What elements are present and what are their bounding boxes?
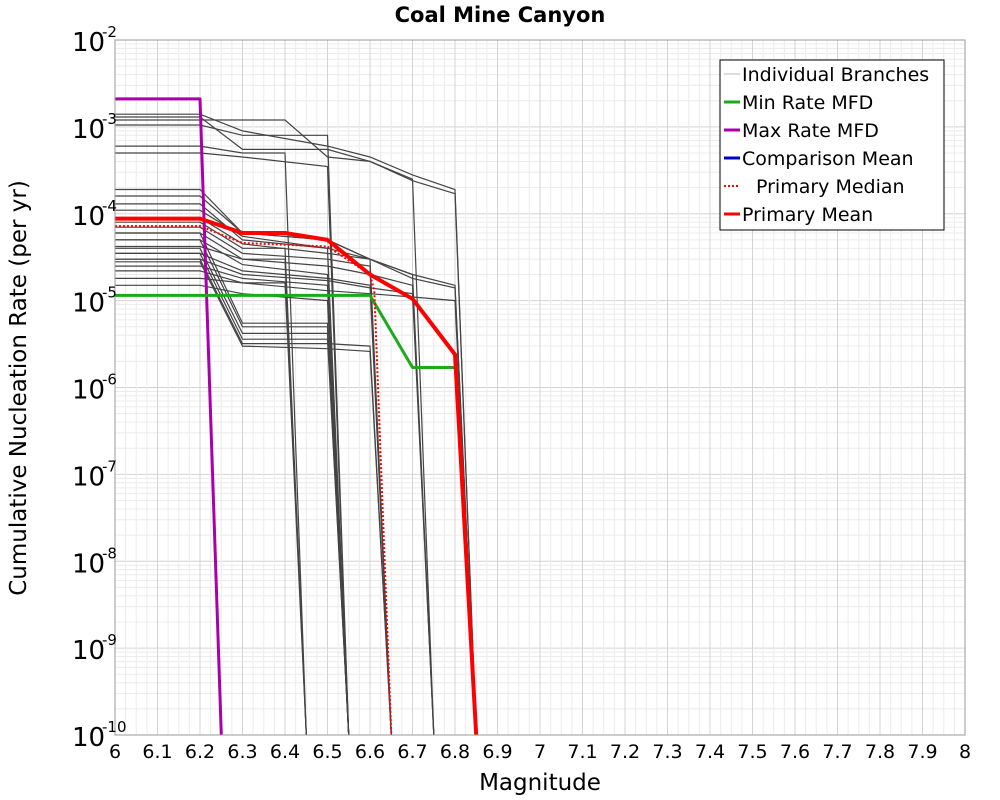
x-axis-label: Magnitude [479,770,601,796]
legend-label: Comparison Mean [742,148,914,170]
y-tick-labels: 10-210-310-410-510-610-710-810-910-10 [72,23,127,753]
x-tick-label: 6.7 [397,741,427,763]
y-tick-base: 10 [72,115,105,145]
x-tick-label: 7 [534,741,546,763]
x-tick-label: 6.2 [185,741,215,763]
legend: Individual Branches Min Rate MFD Max Rate … [719,59,945,231]
x-tick-label: 8 [959,741,971,763]
y-tick-label: 10-5 [72,284,117,319]
individual-branch-line [115,226,392,736]
primary-median-line [115,225,393,736]
x-tick-labels: 6 6.1 6.2 6.3 6.4 6.5 6.6 6.7 6.8 6.9 7 7.1 7.2 7.3 7.… [109,741,971,763]
plot-area-border [114,39,966,736]
y-tick-label: 10-3 [72,110,117,145]
individual-branch-line [115,113,477,736]
individual-branch-line [115,245,307,736]
y-tick-label: 10-6 [72,371,117,406]
individual-branch-line [115,152,350,736]
y-tick-label: 10-2 [72,23,117,58]
y-tick-label: 10-10 [72,718,127,753]
x-tick-label: 7.5 [737,741,767,763]
y-tick-base: 10 [72,462,105,492]
x-tick-label: 7.7 [822,741,852,763]
x-tick-label: 6.6 [355,741,385,763]
x-tick-label: 6.5 [312,741,342,763]
x-tick-label: 7.4 [695,741,725,763]
x-tick-label: 7.9 [907,741,937,763]
individual-branch-line [115,116,477,736]
grid-lines [114,39,966,736]
y-axis-label: Cumulative Nucleation Rate (per yr) [6,180,32,596]
y-tick-base: 10 [72,376,105,406]
y-tick-base: 10 [72,202,105,232]
legend-box [719,59,945,231]
y-tick-exponent: -3 [102,110,117,128]
individual-branch-line [115,209,350,736]
individual-branch-line [115,145,307,736]
legend-label: Max Rate MFD [742,120,879,142]
y-tick-exponent: -10 [102,718,127,736]
individual-branch-lines [115,113,477,736]
individual-branch-line [115,277,307,736]
individual-branch-line [115,252,350,736]
individual-branch-line [115,261,392,736]
individual-branch-line [115,195,477,736]
y-tick-label: 10-4 [72,197,117,232]
individual-branch-line [115,119,435,736]
y-tick-exponent: -9 [102,631,117,649]
series-lines [115,97,479,736]
y-tick-exponent: -7 [102,457,117,475]
y-tick-base: 10 [72,28,105,58]
x-tick-label: 6.3 [227,741,257,763]
individual-branch-line [115,203,477,736]
legend-label: Individual Branches [742,64,929,86]
x-tick-label: 6.4 [270,741,300,763]
individual-branch-line [115,124,350,736]
legend-label: Primary Mean [742,204,873,226]
y-tick-exponent: -6 [102,371,117,389]
x-tick-label: 6.8 [440,741,470,763]
y-tick-exponent: -4 [102,197,117,215]
y-tick-exponent: -5 [102,284,117,302]
y-tick-base: 10 [72,549,105,579]
y-tick-label: 10-9 [72,631,117,666]
y-tick-exponent: -8 [102,544,117,562]
legend-label: Min Rate MFD [742,92,873,114]
y-tick-base: 10 [72,723,105,753]
y-tick-label: 10-7 [72,457,117,492]
primary-mean-line [115,216,479,736]
x-tick-label: 7.1 [567,741,597,763]
min-rate-mfd-line [115,293,455,369]
x-tick-label: 7.2 [610,741,640,763]
x-tick-label: 6.9 [482,741,512,763]
y-tick-base: 10 [72,289,105,319]
y-tick-exponent: -2 [102,23,117,41]
chart-title: Coal Mine Canyon [395,3,606,27]
x-tick-label: 6.1 [142,741,172,763]
x-tick-label: 7.3 [652,741,682,763]
x-tick-label: 7.6 [780,741,810,763]
x-tick-label: 6 [109,741,121,763]
y-tick-label: 10-8 [72,544,117,579]
max-rate-mfd-line [115,97,223,736]
individual-branch-line [115,284,350,736]
y-tick-base: 10 [72,636,105,666]
x-tick-label: 7.8 [865,741,895,763]
legend-label: Primary Median [756,176,905,198]
